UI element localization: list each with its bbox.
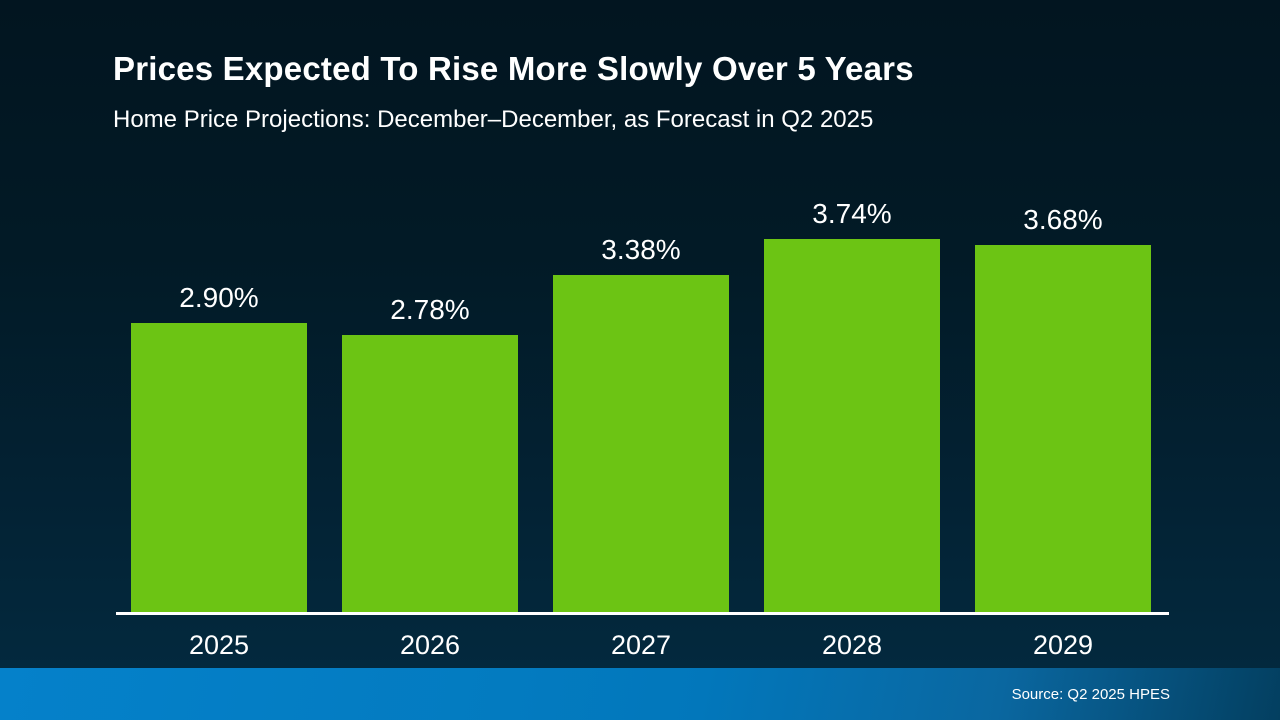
bar-chart: 2.90% 2.78% 3.38% 3.74% 3.68% [114, 0, 1168, 613]
bar-value-label: 2.78% [390, 294, 470, 326]
footer-bar: Source: Q2 2025 HPES [0, 668, 1280, 720]
chart-title: Prices Expected To Rise More Slowly Over… [113, 50, 914, 87]
bar-group: 3.38% [536, 234, 746, 613]
x-axis-line [116, 612, 1169, 615]
bar [553, 275, 729, 613]
bar [342, 335, 518, 613]
bar-value-label: 3.74% [812, 198, 892, 230]
x-axis-labels: 2025 2026 2027 2028 2029 [114, 630, 1168, 661]
bar-group: 2.78% [325, 294, 535, 613]
x-axis-label: 2025 [188, 630, 250, 660]
bar [764, 239, 940, 613]
bar-group: 3.68% [958, 204, 1168, 613]
x-axis-label: 2027 [610, 630, 672, 660]
bar [975, 245, 1151, 613]
bar-value-label: 3.68% [1023, 204, 1103, 236]
bar [131, 323, 307, 613]
chart-subtitle: Home Price Projections: December–Decembe… [113, 106, 874, 133]
bar-group: 3.74% [747, 198, 957, 613]
x-axis-label: 2026 [399, 630, 461, 660]
x-axis-label: 2028 [821, 630, 883, 660]
bar-value-label: 3.38% [601, 234, 681, 266]
source-text: Source: Q2 2025 HPES [1011, 685, 1170, 703]
x-axis-label: 2029 [1032, 630, 1094, 660]
bar-group: 2.90% [114, 282, 324, 613]
bar-value-label: 2.90% [179, 282, 259, 314]
